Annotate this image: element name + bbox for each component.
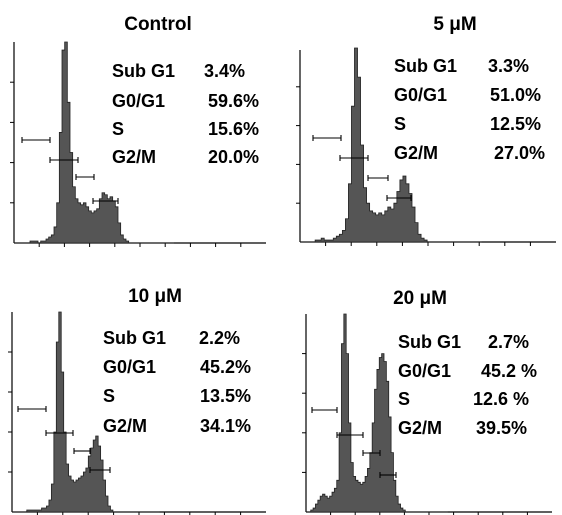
- stat-value-g2-m: 39.5%: [476, 418, 527, 438]
- histogram: [14, 41, 174, 244]
- stat-value-s: 13.5%: [200, 386, 251, 406]
- stat-label-g2-m: G2/M: [398, 418, 442, 438]
- histogram: [300, 47, 482, 243]
- stat-label-sub-g1: Sub G1: [394, 56, 457, 76]
- stat-value-g2-m: 34.1%: [200, 416, 251, 436]
- phase-gates: [17, 406, 111, 473]
- stat-value-g2-m: 27.0%: [494, 143, 545, 163]
- stats-block: Sub G1 2.2% G0/G1 45.2% S 13.5% G2/M 34.…: [103, 328, 251, 436]
- stats-block: Sub G1 3.3% G0/G1 51.0% S 12.5% G2/M 27.…: [394, 56, 545, 163]
- stat-value-s: 12.6 %: [473, 389, 529, 409]
- gate-g2-m: [379, 472, 397, 478]
- histogram: [306, 313, 448, 513]
- gate-sub-g1: [312, 135, 342, 141]
- stat-label-g2-m: G2/M: [394, 143, 438, 163]
- axis-ticks: [8, 351, 242, 515]
- stat-value-g0-g1: 45.2 %: [481, 361, 537, 381]
- panel-title: 20 μM: [393, 288, 447, 309]
- gate-g2-m: [92, 198, 119, 204]
- stat-value-g0-g1: 51.0%: [490, 85, 541, 105]
- histogram: [12, 311, 160, 513]
- stat-label-sub-g1: Sub G1: [398, 332, 461, 352]
- gate-s: [362, 450, 381, 456]
- stat-label-g2-m: G2/M: [112, 147, 156, 167]
- gate-g0-g1: [339, 155, 369, 161]
- gate-sub-g1: [311, 407, 338, 413]
- gate-g2-m: [89, 467, 111, 473]
- panel-5um: 5 μM Sub G1 3.3% G0/G1 51.0% S 12.5% G2/…: [296, 14, 556, 246]
- gate-s: [73, 448, 91, 454]
- phase-gates: [21, 137, 119, 204]
- panel-10um: 10 μM Sub G1 2.2% G0/G1 45.2% S 13.5% G2…: [8, 286, 266, 515]
- gate-s: [367, 175, 389, 181]
- axis-ticks: [302, 353, 528, 515]
- stat-value-sub-g1: 3.3%: [488, 56, 529, 76]
- stats-block: Sub G1 3.4% G0/G1 59.6% S 15.6% G2/M 20.…: [112, 61, 259, 167]
- axis-ticks: [10, 81, 242, 247]
- stat-value-s: 15.6%: [208, 119, 259, 139]
- panel-control: Control Sub G1 3.4% G0/G1 59.6% S 15.6% …: [10, 14, 266, 247]
- stat-value-g2-m: 20.0%: [208, 147, 259, 167]
- stat-label-s: S: [394, 114, 406, 134]
- stat-value-s: 12.5%: [490, 114, 541, 134]
- stat-label-g0-g1: G0/G1: [112, 91, 165, 111]
- gate-g0-g1: [45, 430, 74, 436]
- stat-label-g2-m: G2/M: [103, 416, 147, 436]
- phase-gates: [311, 407, 397, 478]
- gate-sub-g1: [17, 406, 47, 412]
- gate-g2-m: [386, 195, 412, 201]
- stat-label-g0-g1: G0/G1: [398, 361, 451, 381]
- stat-value-sub-g1: 2.7%: [488, 332, 529, 352]
- gate-sub-g1: [21, 137, 51, 143]
- stat-label-g0-g1: G0/G1: [394, 85, 447, 105]
- gate-s: [75, 174, 95, 180]
- stat-label-g0-g1: G0/G1: [103, 357, 156, 377]
- panel-20um: 20 μM Sub G1 2.7% G0/G1 45.2 % S 12.6 % …: [302, 288, 552, 515]
- stat-label-sub-g1: Sub G1: [112, 61, 175, 81]
- panel-title: Control: [124, 14, 192, 35]
- stat-value-g0-g1: 45.2%: [200, 357, 251, 377]
- axis-ticks: [296, 86, 531, 246]
- panel-title: 10 μM: [128, 286, 182, 307]
- panel-title: 5 μM: [433, 14, 476, 35]
- phase-gates: [312, 135, 412, 201]
- gate-g0-g1: [49, 157, 79, 163]
- stat-label-s: S: [103, 386, 115, 406]
- stat-label-sub-g1: Sub G1: [103, 328, 166, 348]
- stat-label-s: S: [398, 389, 410, 409]
- stat-value-sub-g1: 2.2%: [199, 328, 240, 348]
- stat-value-g0-g1: 59.6%: [208, 91, 259, 111]
- stats-block: Sub G1 2.7% G0/G1 45.2 % S 12.6 % G2/M 3…: [398, 332, 537, 438]
- stat-value-sub-g1: 3.4%: [204, 61, 245, 81]
- gate-g0-g1: [336, 432, 364, 438]
- stat-label-s: S: [112, 119, 124, 139]
